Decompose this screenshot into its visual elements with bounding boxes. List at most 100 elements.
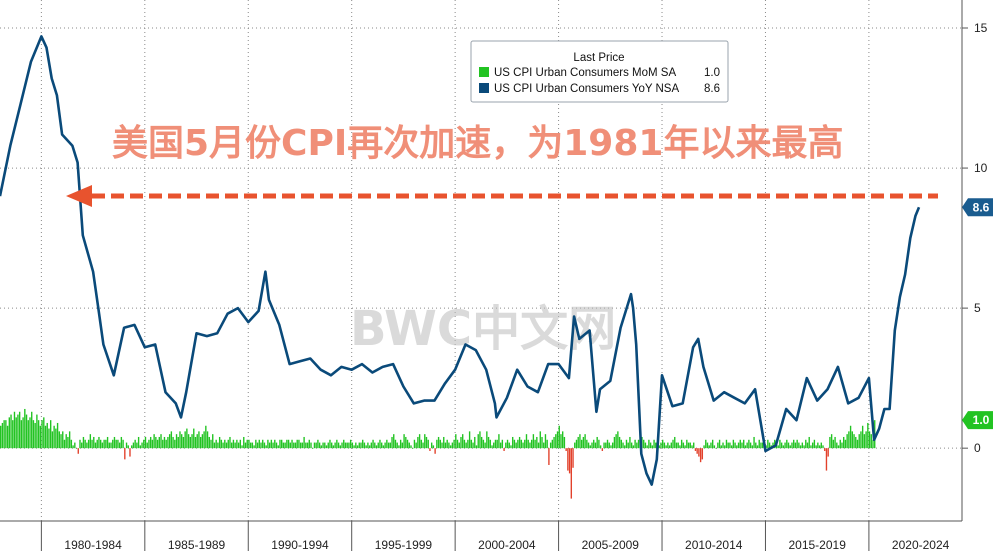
mom-bar (541, 436, 543, 449)
mom-bar (529, 442, 531, 449)
mom-bar (684, 445, 686, 449)
mom-bar (291, 439, 293, 449)
mom-bar (82, 436, 85, 449)
mom-bar (370, 442, 373, 449)
mom-bar (832, 439, 835, 449)
mom-bar (134, 439, 136, 449)
mom-bar (203, 431, 205, 449)
mom-bar (829, 436, 831, 449)
last-value-tag-label: 8.6 (973, 200, 990, 214)
mom-bar (372, 439, 374, 449)
mom-bar (624, 445, 626, 449)
mom-bar (851, 431, 854, 449)
mom-bar (527, 439, 529, 449)
mom-bar (129, 448, 131, 457)
mom-bar (379, 439, 381, 449)
mom-bar (544, 434, 547, 449)
mom-bar (420, 439, 423, 449)
mom-bar (579, 434, 581, 449)
mom-bar (117, 439, 119, 449)
mom-bar (593, 439, 595, 449)
mom-bar (75, 448, 78, 449)
mom-bar (158, 436, 160, 449)
mom-bar (432, 445, 435, 449)
mom-bar (225, 442, 228, 449)
mom-bar (761, 442, 764, 449)
mom-bar (472, 442, 474, 449)
legend-swatch-yoy (479, 83, 489, 93)
mom-bar (215, 439, 217, 449)
mom-bar (217, 442, 219, 449)
mom-bar (191, 434, 193, 449)
mom-bar (3, 420, 5, 449)
mom-bar (675, 442, 678, 449)
mom-bar (460, 436, 462, 449)
mom-bar (348, 442, 350, 449)
mom-bar (629, 436, 631, 449)
mom-bar (105, 439, 107, 449)
mom-bar (377, 442, 379, 449)
mom-bar (603, 442, 605, 449)
mom-bar (799, 445, 802, 449)
mom-bar (53, 425, 55, 449)
mom-bar (137, 436, 140, 449)
mom-bar (474, 436, 476, 449)
mom-bar (503, 448, 505, 451)
mom-bar (682, 442, 685, 449)
mom-bar (477, 434, 479, 449)
mom-bar (68, 431, 71, 449)
mom-bar (268, 442, 271, 449)
mom-bar (693, 442, 695, 449)
mom-bar (737, 442, 740, 449)
mom-bar (496, 439, 498, 449)
mom-bar (196, 434, 198, 449)
mom-bar (779, 439, 781, 449)
mom-bar (98, 436, 100, 449)
mom-bar (706, 442, 709, 449)
mom-bar (822, 445, 824, 449)
mom-bar (418, 434, 421, 449)
mom-bar (849, 425, 852, 449)
mom-bar (648, 439, 650, 449)
mom-bar (661, 439, 664, 449)
mom-bar (746, 442, 748, 449)
mom-bar (774, 439, 776, 449)
mom-bar (772, 442, 774, 449)
x-tick-label: 2015-2019 (788, 538, 846, 551)
legend-box (470, 40, 729, 103)
mom-bar (8, 417, 10, 449)
mom-bar (694, 448, 697, 451)
mom-bar (515, 442, 517, 449)
mom-bar (363, 442, 366, 449)
mom-bar (767, 439, 769, 449)
mom-bar (748, 439, 750, 449)
mom-bar (380, 442, 383, 449)
mom-bar (212, 434, 214, 449)
mom-bar (782, 445, 785, 449)
mom-bar (501, 439, 504, 449)
mom-bar (730, 445, 733, 449)
mom-bar (760, 442, 762, 449)
mom-bar (525, 434, 528, 449)
mom-bar (122, 439, 124, 449)
mom-bar (387, 442, 390, 449)
mom-bar (844, 439, 847, 449)
mom-bar (201, 434, 204, 449)
mom-bar (618, 436, 621, 449)
mom-bar (674, 436, 676, 449)
mom-bar (337, 442, 340, 449)
mom-bar (408, 442, 410, 449)
mom-bar (839, 439, 841, 449)
mom-bar (325, 445, 328, 449)
mom-bar (872, 439, 874, 449)
mom-bar (206, 431, 209, 449)
mom-bar (753, 436, 755, 449)
mom-bar (744, 445, 747, 449)
mom-bar (62, 431, 64, 449)
mom-bar (367, 442, 369, 449)
mom-bar (46, 422, 48, 449)
mom-bar (108, 442, 110, 449)
legend-swatch-mom (479, 67, 489, 77)
x-tick-label: 2010-2014 (685, 538, 743, 551)
mom-bar (356, 445, 359, 449)
